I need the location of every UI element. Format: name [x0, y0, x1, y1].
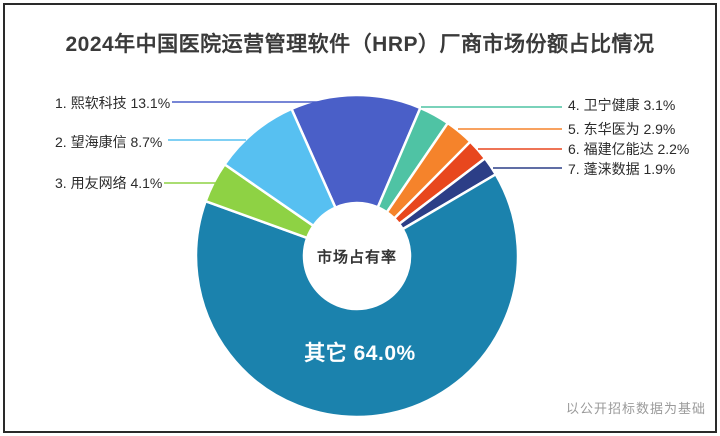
callout-label-xiruan: 1. 熙软科技 13.1% — [55, 95, 171, 111]
chart-title: 2024年中国医院运营管理软件（HRP）厂商市场份额占比情况 — [65, 33, 655, 56]
pie-slice-others — [194, 173, 520, 419]
others-slice-label: 其它 64.0% — [304, 342, 416, 365]
callout-label-yonyou: 3. 用友网络 4.1% — [55, 175, 163, 191]
pie-slice-wanghai — [223, 107, 337, 228]
callout-label-penglai: 7. 蓬涞数据 1.9% — [568, 161, 676, 177]
callout-label-wanghai: 2. 望海康信 8.7% — [55, 134, 163, 150]
callout-label-weining: 4. 卫宁健康 3.1% — [568, 97, 676, 113]
callout-label-yinengda: 6. 福建亿能达 2.2% — [568, 141, 690, 157]
source-footnote: 以公开招标数据为基础 — [565, 401, 706, 416]
callout-label-donghua: 5. 东华医为 2.9% — [568, 121, 676, 137]
donut-center-label: 市场占有率 — [316, 249, 397, 266]
